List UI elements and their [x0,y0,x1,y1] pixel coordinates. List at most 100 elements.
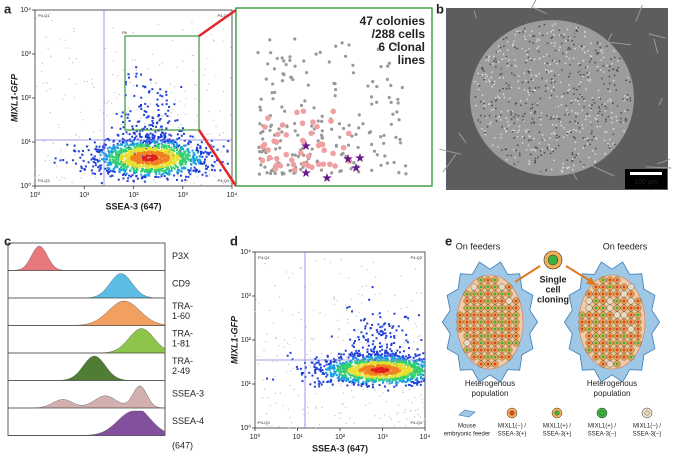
density-dot [178,137,180,139]
colony-dot [314,124,320,130]
event-dot [315,408,316,409]
density-dot [136,125,138,127]
density-dot [144,158,146,160]
texture [498,115,500,117]
texture [609,138,611,140]
density-dot [147,135,149,137]
density-dot [353,342,355,344]
density-dot [159,173,161,175]
event-dot [411,410,412,411]
texture [489,103,491,105]
texture [498,45,500,47]
cell-dot [351,64,354,67]
texture [506,63,508,65]
density-dot [121,144,123,146]
cell-dot [262,149,265,152]
density-dot [128,77,130,79]
event-dot [179,101,180,102]
event-dot [93,131,94,132]
density-dot [157,92,159,94]
quadrant-label: P4-Q3 [258,420,270,425]
texture [613,80,615,82]
density-dot [202,174,204,176]
density-dot [137,178,139,180]
event-dot [356,331,357,332]
density-dot [302,380,304,382]
density-dot [141,136,143,138]
colony-dot [273,166,279,172]
cell-dot [280,105,283,108]
density-dot [326,364,328,366]
density-dot [407,378,409,380]
cell-dot [342,127,345,130]
texture [563,127,565,129]
density-dot [110,170,112,172]
row-label: SSEA-4 [172,416,204,426]
texture [513,137,515,139]
texture [485,59,487,61]
density-dot [120,166,122,168]
density-dot [413,368,415,370]
y-axis-label: MIXL1-GFP [229,315,239,364]
texture [542,134,544,136]
texture [550,31,552,33]
texture [495,108,497,110]
event-dot [84,81,85,82]
texture [544,63,546,65]
event-dot [171,174,172,175]
texture [497,146,499,148]
cell-dot [390,101,393,104]
density-dot [362,383,364,385]
texture [597,70,599,72]
event-dot [73,31,74,32]
texture [524,113,526,115]
density-dot [352,374,354,376]
texture [620,112,622,114]
event-dot [294,337,295,338]
event-dot [230,47,231,48]
texture [569,48,571,50]
event-dot [289,344,290,345]
event-dot [95,177,96,178]
density-dot [214,169,216,171]
texture [612,133,614,135]
texture [522,136,524,138]
event-dot [219,135,220,136]
texture [549,137,551,139]
texture [475,105,477,107]
density-dot [117,147,119,149]
nucleus [494,314,497,317]
density-dot [376,337,378,339]
density-dot [187,176,189,178]
cell-dot [270,123,273,126]
event-dot [206,37,207,38]
density-dot [80,166,82,168]
texture [535,158,537,160]
texture [539,131,541,133]
texture [509,87,511,89]
texture [544,24,546,26]
density-dot [376,353,378,355]
density-dot [384,329,386,331]
density-dot [162,173,164,175]
texture [611,122,613,124]
row-label: 2-49 [172,366,190,376]
texture [620,121,622,123]
texture [584,138,586,140]
density-dot [266,378,268,380]
event-dot [255,311,256,312]
event-dot [222,41,223,42]
cell-dot [388,96,391,99]
texture [578,103,580,105]
cell-dot [278,146,281,149]
density-dot [111,153,113,155]
density-dot [368,299,370,301]
texture [584,52,586,54]
density-dot [393,355,395,357]
texture [531,75,533,77]
nucleus [473,321,476,324]
texture [568,36,570,38]
event-dot [205,69,206,70]
event-dot [358,329,359,330]
density-dot [149,124,151,126]
